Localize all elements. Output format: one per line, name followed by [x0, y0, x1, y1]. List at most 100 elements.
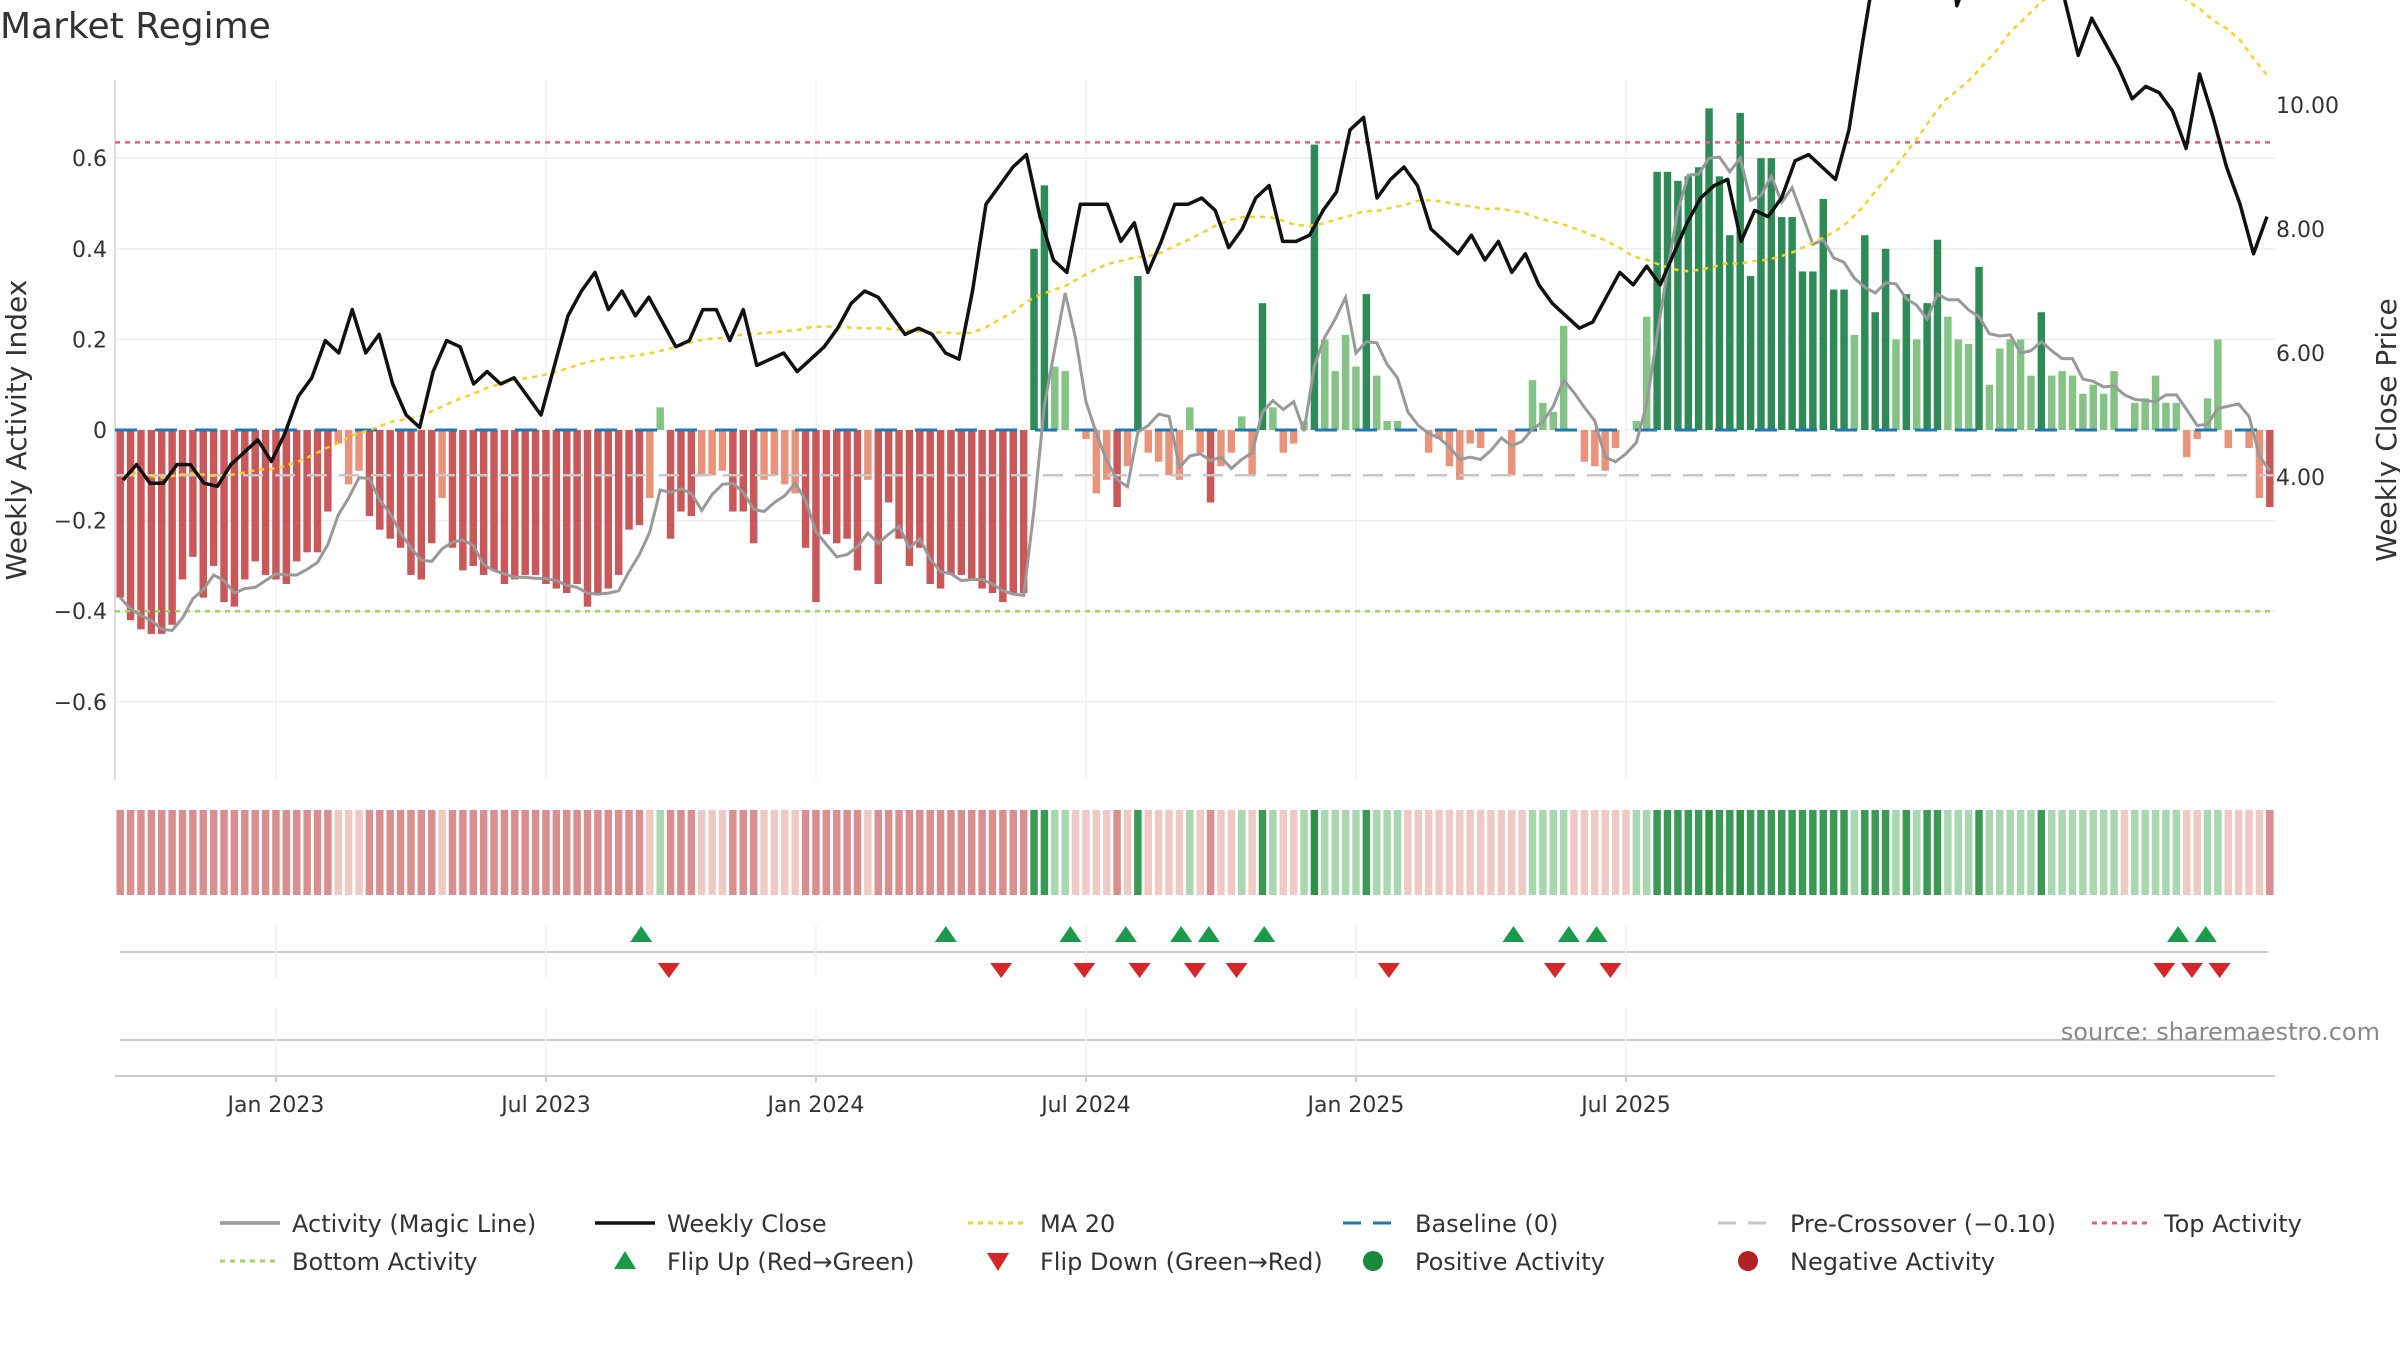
activity-bar: [781, 430, 789, 485]
activity-bar: [760, 430, 768, 480]
regime-cell: [2182, 810, 2191, 895]
activity-bar: [812, 430, 820, 603]
weekly-close-line: [121, 0, 2269, 489]
regime-cell: [189, 810, 197, 895]
regime-cell: [2131, 810, 2139, 895]
regime-cell: [2203, 810, 2212, 895]
activity-bar: [365, 430, 374, 517]
y-left-tick-label: −0.2: [54, 510, 107, 535]
legend-label: Flip Down (Green→Red): [1040, 1248, 1323, 1276]
activity-bar: [521, 430, 529, 575]
x-tick-label: Jan 2023: [226, 1093, 325, 1118]
regime-cell: [729, 810, 737, 895]
regime-cell: [791, 810, 799, 895]
activity-bar: [230, 430, 239, 607]
regime-cell: [646, 810, 654, 895]
regime-cell: [1113, 810, 1121, 895]
activity-bar: [2006, 339, 2014, 430]
flip-down-marker: [1377, 963, 1400, 978]
activity-bar: [209, 430, 218, 566]
regime-cell: [625, 810, 633, 895]
activity-bar: [511, 430, 519, 580]
activity-bar: [355, 430, 363, 471]
flip-up-marker: [1585, 926, 1608, 942]
activity-bar: [1456, 430, 1464, 480]
regime-cell: [760, 810, 768, 895]
activity-bar: [1175, 430, 1184, 480]
regime-cell: [1881, 810, 1890, 895]
activity-bar: [2027, 375, 2035, 430]
regime-cell: [1487, 810, 1495, 895]
flip-up-marker: [934, 926, 957, 942]
activity-bar: [1237, 416, 1246, 430]
flip-down-marker: [2180, 963, 2203, 978]
activity-bar: [396, 430, 405, 548]
regime-cell: [521, 810, 529, 895]
regime-cell: [999, 810, 1007, 895]
regime-cell: [1206, 810, 1215, 895]
activity-bar: [1196, 430, 1204, 453]
regime-cell: [1289, 810, 1298, 895]
regime-cell: [2099, 810, 2108, 895]
source-label: source: sharemaestro.com: [2061, 1018, 2380, 1046]
regime-cell: [635, 810, 644, 895]
regime-cell: [822, 810, 831, 895]
flip-down-marker: [990, 963, 1013, 978]
activity-bar: [708, 430, 716, 476]
regime-cell: [1196, 810, 1204, 895]
activity-bar: [199, 430, 208, 598]
activity-bar: [1269, 407, 1277, 430]
activity-bar: [1009, 430, 1018, 594]
regime-cell: [1383, 810, 1391, 895]
activity-bar: [116, 430, 124, 598]
regime-cell: [1165, 810, 1173, 895]
flip-up-marker: [2167, 926, 2190, 942]
activity-bar: [1331, 371, 1339, 430]
activity-bar: [936, 430, 945, 589]
regime-cell: [1404, 810, 1412, 895]
activity-bar: [1746, 275, 1755, 430]
activity-bar: [656, 407, 664, 430]
regime-cell: [2058, 810, 2066, 895]
regime-cell: [1310, 810, 1319, 895]
activity-bar: [1850, 334, 1859, 430]
regime-cell: [1102, 810, 1111, 895]
chart-title: Market Regime: [0, 6, 271, 47]
regime-cell: [459, 810, 467, 895]
activity-bar: [303, 430, 311, 553]
activity-bar: [1289, 430, 1298, 444]
regime-cell: [656, 810, 664, 895]
activity-bar: [1154, 430, 1163, 462]
activity-bar: [2162, 402, 2170, 430]
activity-bar: [1549, 411, 1558, 430]
regime-cell: [1912, 810, 1921, 895]
activity-bar: [1206, 430, 1215, 503]
activity-bar: [843, 430, 851, 539]
regime-cell: [1840, 810, 1848, 895]
activity-bar: [189, 430, 197, 557]
activity-bar: [947, 430, 955, 575]
activity-bar: [1705, 108, 1713, 431]
legend-item: Pre-Crossover (−0.10): [1718, 1210, 2056, 1238]
regime-cell: [1217, 810, 1225, 895]
legend-label: Bottom Activity: [292, 1248, 477, 1276]
activity-bar: [157, 430, 166, 634]
legend-label: Top Activity: [2163, 1210, 2302, 1238]
activity-bar: [1279, 430, 1288, 453]
activity-bar: [729, 430, 737, 512]
regime-cell: [884, 810, 893, 895]
regime-cell: [1051, 810, 1059, 895]
regime-cell: [1684, 810, 1693, 895]
flip-up-marker: [1059, 926, 1082, 942]
activity-bar: [324, 430, 332, 512]
activity-bar: [1352, 366, 1360, 430]
activity-bar: [1933, 239, 1942, 430]
regime-cell: [1123, 810, 1132, 895]
flip-down-marker: [1128, 963, 1151, 978]
flip-up-marker: [1502, 926, 1525, 942]
regime-cell: [2266, 810, 2274, 895]
activity-bar: [1466, 430, 1474, 444]
regime-cell: [2255, 810, 2264, 895]
regime-cell: [511, 810, 519, 895]
